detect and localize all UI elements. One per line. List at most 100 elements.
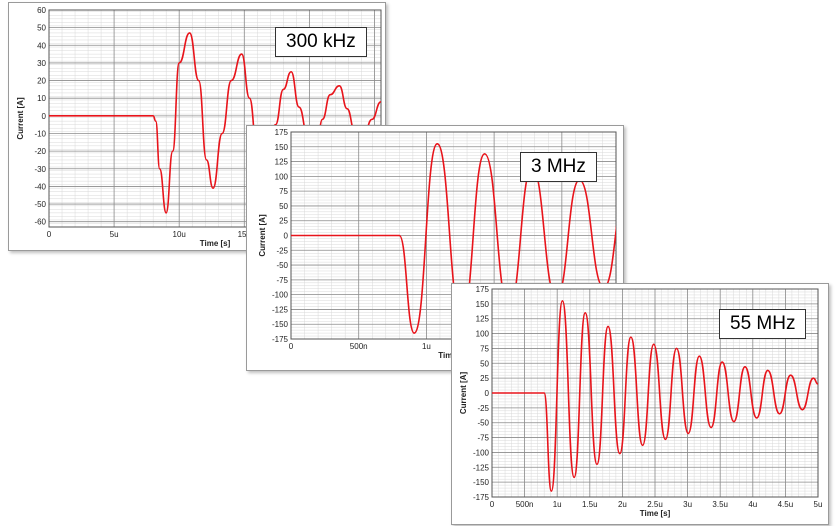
data-point xyxy=(653,344,654,345)
data-point xyxy=(688,433,689,434)
y-tick-label: 125 xyxy=(275,158,289,167)
x-tick-label: 4.5u xyxy=(778,500,794,509)
y-tick-label: 20 xyxy=(37,77,46,86)
x-tick-label: 2u xyxy=(618,500,627,509)
y-tick-label: 75 xyxy=(279,187,288,196)
y-tick-label: 30 xyxy=(37,59,46,68)
data-point xyxy=(179,62,180,63)
y-tick-label: 40 xyxy=(37,41,46,50)
y-axis-label: Current [A] xyxy=(258,214,267,257)
data-point xyxy=(710,427,711,428)
y-tick-label: -150 xyxy=(473,478,490,487)
data-point xyxy=(298,106,299,107)
y-tick-label: 125 xyxy=(476,315,490,324)
x-tick-label: 2.5u xyxy=(647,500,663,509)
data-point xyxy=(198,80,199,81)
y-tick-label: 60 xyxy=(37,6,46,15)
data-point xyxy=(414,332,415,333)
data-point xyxy=(371,119,372,120)
data-point xyxy=(779,413,780,414)
data-point xyxy=(544,392,545,393)
data-point xyxy=(790,375,791,376)
y-tick-label: -175 xyxy=(473,493,490,502)
data-point xyxy=(767,370,768,371)
data-point xyxy=(574,477,575,478)
freq-label-55mhz: 55 MHz xyxy=(719,309,806,339)
data-point xyxy=(665,439,666,440)
x-tick-label: 3.5u xyxy=(712,500,728,509)
x-axis-label: Time [s] xyxy=(640,509,671,518)
y-tick-label: -10 xyxy=(34,129,46,138)
data-point xyxy=(562,300,563,301)
y-tick-label: 0 xyxy=(284,232,289,241)
freq-label-300khz: 300 kHz xyxy=(275,27,367,57)
y-tick-label: -75 xyxy=(477,434,489,443)
y-tick-label: -125 xyxy=(473,463,490,472)
freq-label-3mhz: 3 MHz xyxy=(520,152,597,182)
data-point xyxy=(585,312,586,313)
data-point xyxy=(813,378,814,379)
x-tick-label: 0 xyxy=(490,500,495,509)
y-tick-label: 50 xyxy=(480,359,489,368)
data-point xyxy=(676,348,677,349)
x-tick-label: 5u xyxy=(110,230,119,239)
y-tick-label: 150 xyxy=(275,143,289,152)
data-point xyxy=(222,133,223,134)
data-point xyxy=(241,54,242,55)
y-tick-label: -50 xyxy=(34,200,46,209)
data-point xyxy=(699,356,700,357)
y-tick-label: 175 xyxy=(275,128,289,137)
y-tick-label: -40 xyxy=(34,182,46,191)
data-point xyxy=(607,326,608,327)
data-point xyxy=(172,151,173,152)
y-tick-label: 0 xyxy=(485,389,490,398)
data-point xyxy=(551,490,552,491)
data-point xyxy=(596,464,597,465)
data-point xyxy=(159,168,160,169)
data-point xyxy=(166,212,167,213)
x-tick-label: 0 xyxy=(47,230,52,239)
x-tick-label: 3u xyxy=(683,500,692,509)
y-tick-label: -100 xyxy=(272,291,289,300)
x-tick-label: 500n xyxy=(516,500,534,509)
y-tick-label: -50 xyxy=(477,419,489,428)
y-tick-label: -175 xyxy=(272,335,289,344)
y-tick-label: -30 xyxy=(34,165,46,174)
y-tick-label: 75 xyxy=(480,344,489,353)
data-point xyxy=(283,89,284,90)
x-tick-label: 1u xyxy=(553,500,562,509)
data-point xyxy=(733,421,734,422)
data-point xyxy=(484,153,485,154)
data-point xyxy=(330,94,331,95)
y-tick-label: -60 xyxy=(34,218,46,227)
y-tick-label: -100 xyxy=(473,448,490,457)
data-point xyxy=(189,32,190,33)
data-point xyxy=(722,361,723,362)
y-tick-label: -25 xyxy=(276,246,288,255)
y-tick-label: 175 xyxy=(476,285,490,294)
y-tick-label: -150 xyxy=(272,320,289,329)
y-tick-label: 0 xyxy=(42,112,47,121)
data-point xyxy=(630,337,631,338)
data-point xyxy=(249,98,250,99)
y-tick-label: -50 xyxy=(276,261,288,270)
y-tick-label: 50 xyxy=(37,24,46,33)
data-point xyxy=(756,417,757,418)
x-tick-label: 4u xyxy=(748,500,757,509)
y-tick-label: 25 xyxy=(480,374,489,383)
data-point xyxy=(802,409,803,410)
data-point xyxy=(339,85,340,86)
y-tick-label: 100 xyxy=(476,330,490,339)
x-tick-label: 10u xyxy=(173,230,186,239)
data-point xyxy=(619,453,620,454)
data-point xyxy=(291,71,292,72)
y-tick-label: -25 xyxy=(477,404,489,413)
data-point xyxy=(437,143,438,144)
x-axis-label: Time [s] xyxy=(200,239,231,248)
data-point xyxy=(347,108,348,109)
x-tick-label: 1u xyxy=(422,342,431,351)
data-point xyxy=(642,445,643,446)
y-tick-label: 100 xyxy=(275,172,289,181)
x-tick-label: 0 xyxy=(289,342,294,351)
y-axis-label: Current [A] xyxy=(459,372,468,415)
